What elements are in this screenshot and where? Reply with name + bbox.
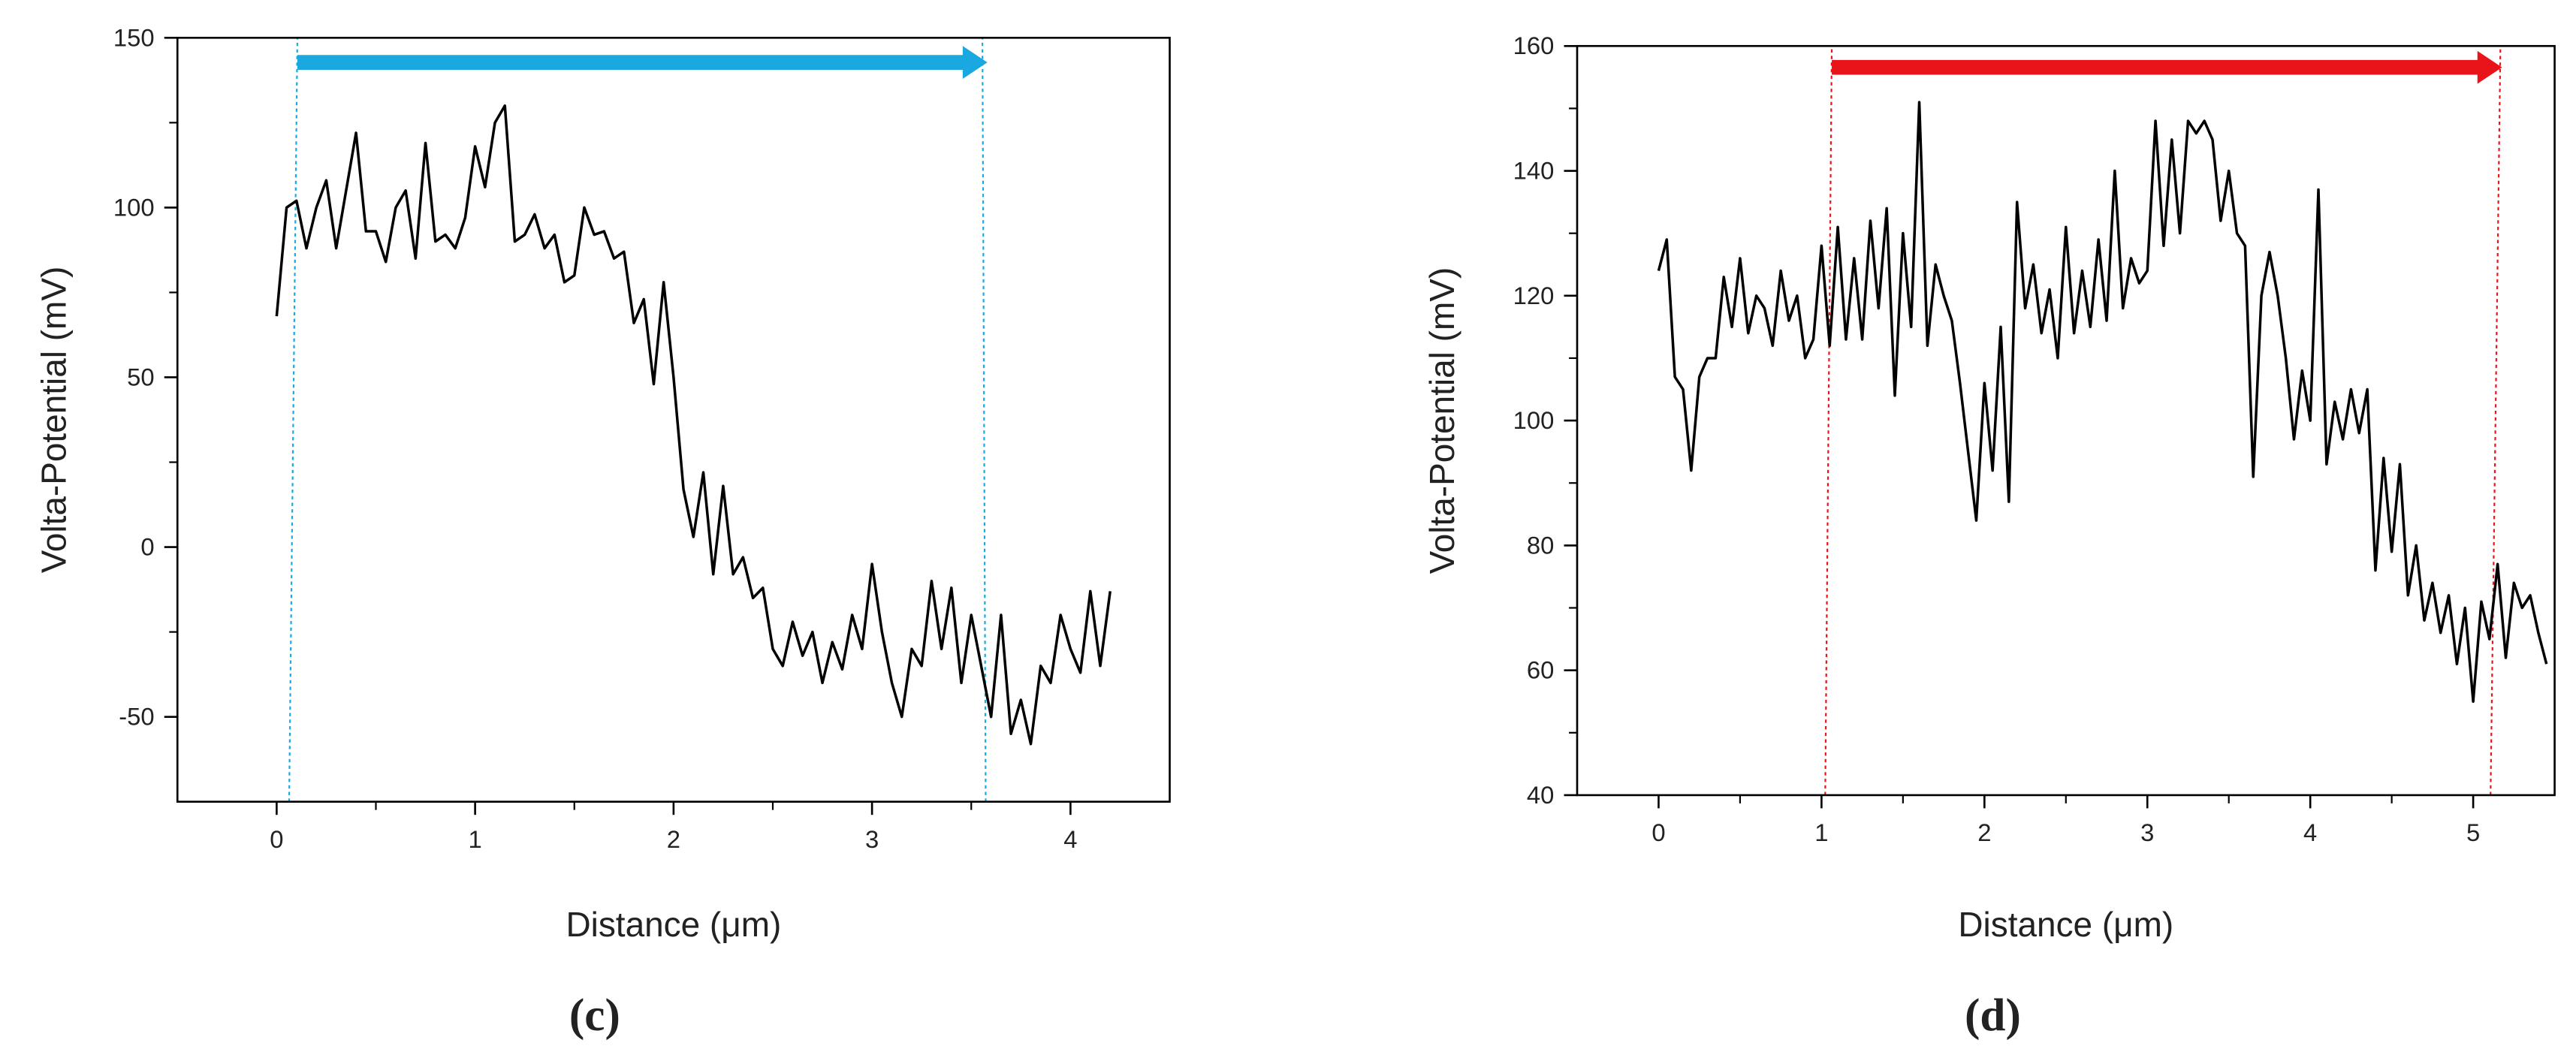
y-tick-label: 50 <box>127 363 154 390</box>
y-tick-label: 160 <box>1513 32 1555 59</box>
arrow-head <box>962 46 988 80</box>
x-tick-label: 0 <box>1651 818 1665 846</box>
x-tick-label: 3 <box>2140 818 2154 846</box>
y-axis-label: Volta-Potential (mV) <box>1422 267 1461 574</box>
range-line <box>288 38 299 802</box>
y-tick-label: 140 <box>1513 156 1555 184</box>
x-tick-label: 5 <box>2466 818 2480 846</box>
panel-label: (c) <box>569 990 620 1041</box>
x-tick-label: 4 <box>1063 825 1077 853</box>
y-tick-label: 120 <box>1513 282 1555 309</box>
y-tick-label: 100 <box>1513 406 1555 434</box>
x-axis-label: Distance (μm) <box>566 905 781 944</box>
arrow-head <box>2477 50 2502 84</box>
y-tick-label: 0 <box>140 533 154 561</box>
y-tick-label: 150 <box>113 23 155 51</box>
panel-label: (d) <box>1965 990 2021 1041</box>
x-axis-label: Distance (μm) <box>1958 905 2173 944</box>
data-line <box>275 104 1112 746</box>
x-tick-label: 1 <box>1814 818 1828 846</box>
y-tick-label: 40 <box>1527 781 1554 809</box>
range-line <box>2490 46 2502 795</box>
y-axis-label: Volta-Potential (mV) <box>35 267 74 574</box>
range-line <box>982 38 987 802</box>
y-tick-label: 80 <box>1527 531 1554 559</box>
range-line <box>1824 46 1833 795</box>
x-tick-label: 4 <box>2303 818 2317 846</box>
x-tick-label: 0 <box>270 825 283 853</box>
x-tick-label: 3 <box>865 825 879 853</box>
data-line <box>1657 101 2548 703</box>
x-tick-label: 2 <box>667 825 680 853</box>
x-tick-label: 1 <box>469 825 482 853</box>
x-tick-label: 2 <box>1977 818 1991 846</box>
y-tick-label: 60 <box>1527 656 1554 684</box>
y-tick-label: -50 <box>119 703 154 731</box>
y-tick-label: 100 <box>113 193 155 221</box>
